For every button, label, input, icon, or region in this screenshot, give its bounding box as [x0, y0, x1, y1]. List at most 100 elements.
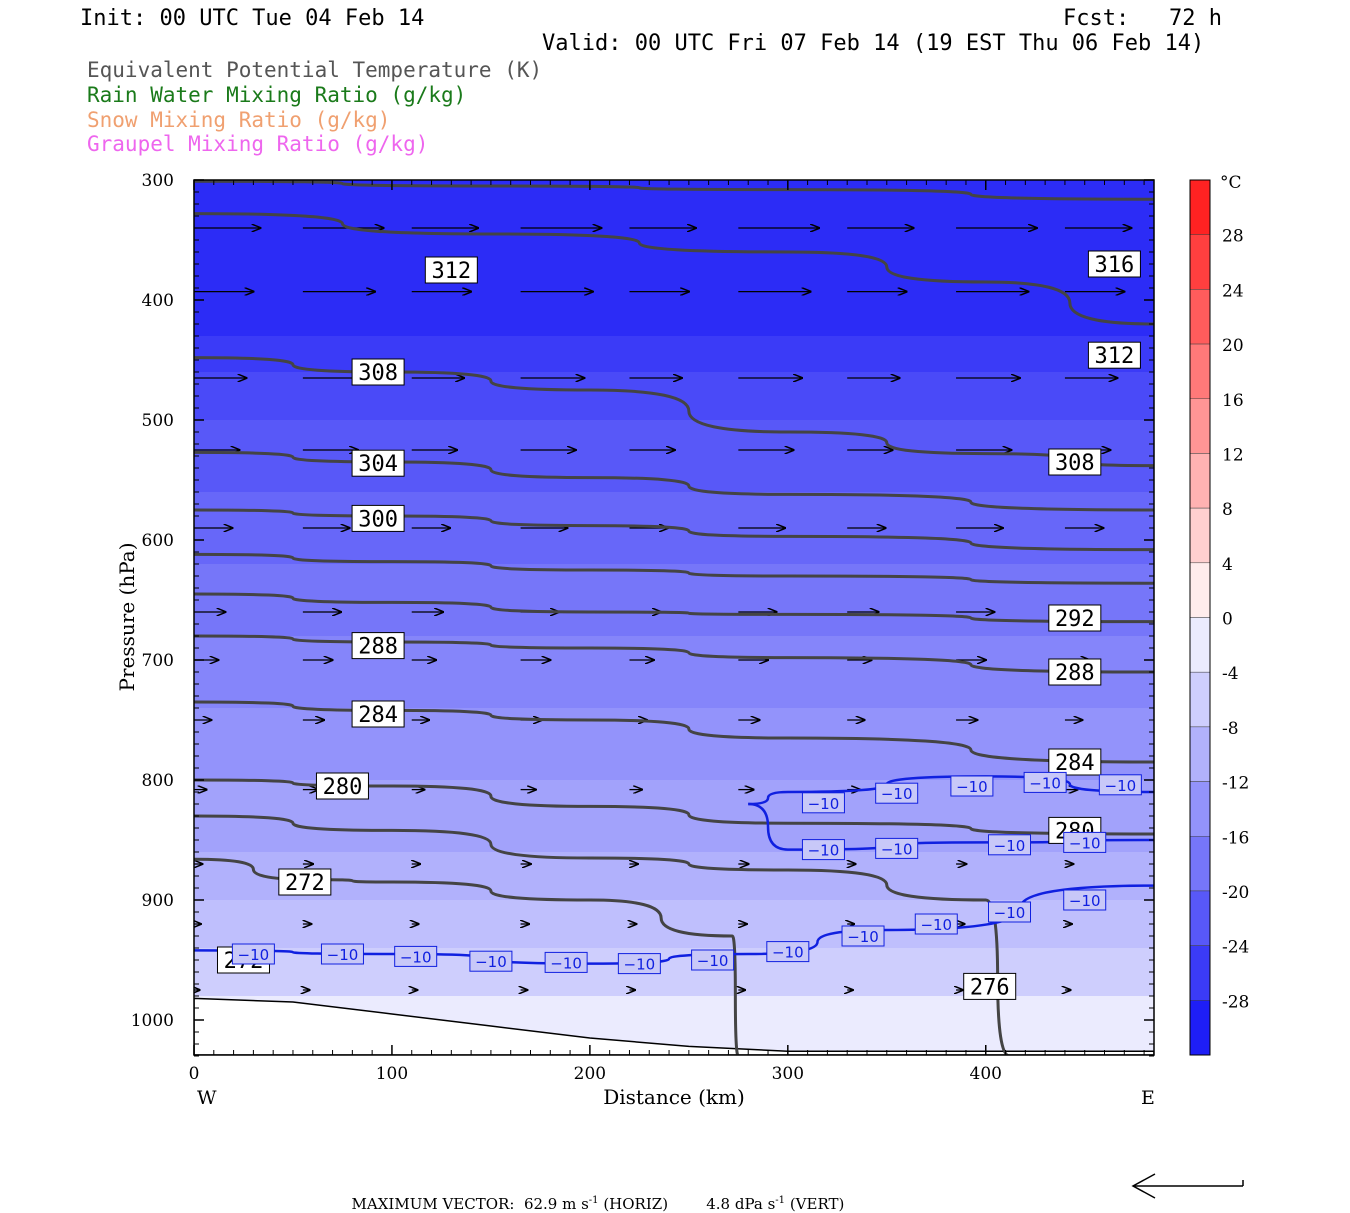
- max-vector-footer: MAXIMUM VECTOR: 62.9 m s-1 (HORIZ) 4.8 d…: [342, 1177, 845, 1213]
- x-tick-label: 100: [376, 1064, 408, 1084]
- temperature-band: [194, 180, 1154, 336]
- isotherm-label: −10: [320, 943, 364, 965]
- y-tick-label: 800: [142, 771, 174, 791]
- theta-e-label-text: 280: [323, 775, 363, 800]
- isotherm-label-text: −10: [550, 954, 582, 972]
- isotherm-label-text: −10: [808, 842, 840, 860]
- isotherm-label-text: −10: [847, 928, 879, 946]
- temperature-band: [194, 636, 1154, 708]
- colorbar-tick-label: 4: [1222, 555, 1233, 575]
- theta-e-contour-label: 288: [351, 632, 405, 660]
- theta-e-contour-label: 312: [424, 256, 478, 284]
- isotherm-label-text: −10: [994, 837, 1026, 855]
- colorbar-tick-label: 24: [1222, 281, 1244, 301]
- theta-e-label-text: 312: [431, 259, 471, 284]
- max-vector-horiz-unit: (HORIZ): [603, 1195, 669, 1213]
- terrain: [194, 997, 1154, 1055]
- colorbar-segment: [1189, 507, 1211, 564]
- isotherm-label-text: −10: [697, 952, 729, 970]
- theta-e-label-text: 288: [1055, 661, 1095, 686]
- isotherm-label: −10: [1063, 889, 1107, 911]
- y-tick-label: 300: [142, 171, 174, 191]
- isotherm-label-text: −10: [238, 946, 270, 964]
- isotherm-label: −10: [801, 839, 845, 861]
- colorbar-segment: [1189, 890, 1211, 946]
- isotherm-label: −10: [988, 901, 1032, 923]
- legend-snow: Snow Mixing Ratio (g/kg): [87, 108, 391, 132]
- init-time: Init: 00 UTC Tue 04 Feb 14: [80, 6, 425, 31]
- y-tick-label: 400: [142, 291, 174, 311]
- temperature-band: [194, 336, 1154, 372]
- x-end-label-west: W: [197, 1087, 217, 1109]
- colorbar-segment: [1189, 453, 1211, 509]
- max-vector-horiz: 62.9 m s: [523, 1195, 589, 1213]
- isotherm-label-text: −10: [772, 944, 804, 962]
- colorbar-tick-label: -24: [1222, 938, 1249, 958]
- theta-e-contour: [194, 552, 1154, 585]
- isotherm-label-text: −10: [1069, 834, 1101, 852]
- theta-e-label-text: 276: [970, 975, 1010, 1000]
- theta-e-contour: [194, 700, 1154, 764]
- isotherm-label-text: −10: [624, 956, 656, 974]
- theta-e-contour-label: 284: [1048, 748, 1102, 776]
- colorbar-tick-label: 16: [1222, 391, 1244, 411]
- theta-e-contour-label: 308: [351, 358, 405, 386]
- theta-e-contour: [194, 212, 1154, 326]
- colorbar-segment: [1189, 945, 1211, 1001]
- isotherm-label: −10: [950, 775, 994, 797]
- theta-e-contour-label: 316: [1087, 250, 1141, 278]
- colorbar-tick-label: -12: [1222, 774, 1249, 794]
- theta-e-label-text: 308: [358, 361, 398, 386]
- x-tick-label: 300: [772, 1064, 804, 1084]
- x-tick-label: 200: [574, 1064, 606, 1084]
- isotherm-label-text: −10: [1029, 774, 1061, 792]
- colorbar-tick-label: -16: [1222, 828, 1249, 848]
- y-tick-label: 1000: [131, 1011, 174, 1031]
- theta-e-label-text: 300: [358, 507, 398, 532]
- theta-e-label-text: 292: [1055, 607, 1095, 632]
- y-tick-label: 900: [142, 891, 174, 911]
- theta-e-contour: [194, 634, 1154, 674]
- theta-e-label-text: 284: [358, 703, 398, 728]
- theta-e-label-text: 272: [285, 871, 325, 896]
- max-vector-vert-unit: (VERT): [789, 1195, 845, 1213]
- temperature-band: [194, 564, 1154, 636]
- isotherm-label: −10: [394, 945, 438, 967]
- theta-e-contour: [194, 778, 1154, 836]
- theta-e-contour-label: 308: [1048, 448, 1102, 476]
- isotherm-label-text: −10: [475, 953, 507, 971]
- theta-e-contour-label: 300: [351, 504, 405, 532]
- isotherm-label: −10: [988, 834, 1032, 856]
- colorbar-tick-label: -4: [1222, 664, 1239, 684]
- isotherm-label: −10: [914, 913, 958, 935]
- theta-e-contour-label: 288: [1048, 658, 1102, 686]
- colorbar-tick-label: 28: [1222, 227, 1244, 247]
- isotherm-label-text: −10: [1105, 777, 1137, 795]
- colorbar-segment: [1189, 1000, 1211, 1056]
- max-vector-vert: 4.8 dPa s: [706, 1195, 776, 1213]
- colorbar-tick-label: -28: [1222, 992, 1249, 1012]
- theta-e-contour: [194, 180, 1154, 201]
- isotherm-label-text: −10: [881, 785, 913, 803]
- isotherm-label-text: −10: [808, 795, 840, 813]
- x-tick-label: 0: [189, 1064, 200, 1084]
- legend-rain: Rain Water Mixing Ratio (g/kg): [87, 83, 467, 107]
- vert-exp: -1: [775, 1195, 786, 1206]
- isotherm-label: −10: [617, 953, 661, 975]
- isotherm-label: −10: [801, 792, 845, 814]
- colorbar-segment: [1189, 671, 1211, 728]
- y-tick-label: 700: [142, 651, 174, 671]
- colorbar-segment: [1189, 179, 1211, 235]
- theta-e-label-text: 288: [358, 635, 398, 660]
- theta-e-contour-label: 292: [1048, 604, 1102, 632]
- colorbar-unit: °C: [1220, 173, 1242, 193]
- temperature-band: [194, 708, 1154, 780]
- isotherm-label: −10: [766, 941, 810, 963]
- horiz-exp: -1: [588, 1195, 599, 1206]
- isotherm-label: −10: [1063, 831, 1107, 853]
- y-tick-label: 600: [142, 531, 174, 551]
- temperature-band: [194, 372, 1154, 420]
- max-vector-label: MAXIMUM VECTOR:: [351, 1195, 515, 1213]
- isotherm-label: −10: [875, 782, 919, 804]
- isotherm-label-text: −10: [881, 840, 913, 858]
